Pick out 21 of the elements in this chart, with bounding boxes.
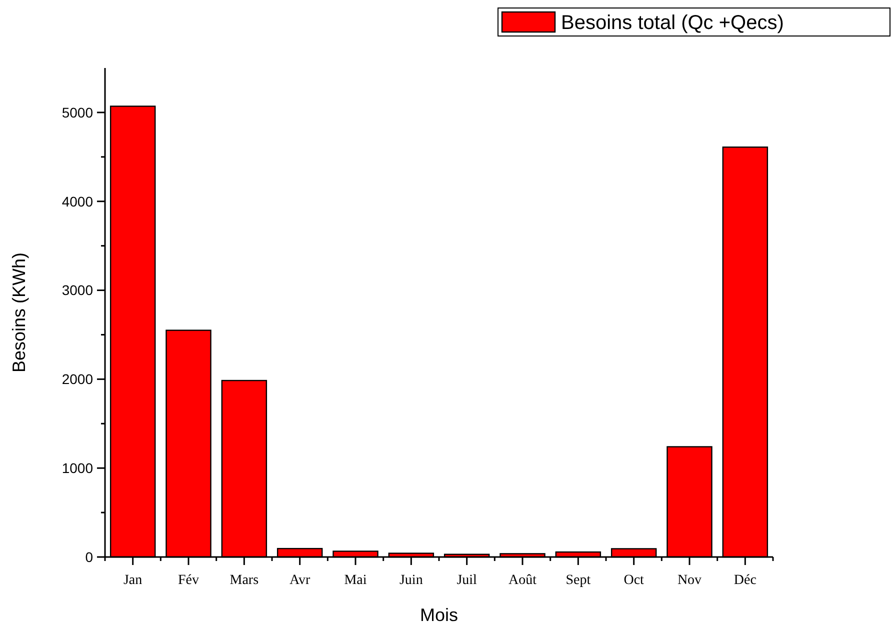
x-tick-label: Déc [734, 573, 756, 588]
x-tick-label: Juil [456, 573, 478, 588]
x-tick-label: Oct [624, 573, 644, 588]
y-tick-label: 5000 [62, 104, 94, 120]
x-tick-label: Août [508, 573, 537, 588]
x-tick-label: Mars [230, 573, 259, 588]
y-tick-label: 0 [85, 548, 94, 565]
y-axis-title: Besoins (KWh) [9, 252, 29, 373]
x-tick-label: Mai [344, 573, 367, 588]
legend-label: Besoins total (Qc +Qecs) [561, 12, 784, 34]
x-tick-label: Sept [566, 573, 591, 588]
x-tick-label: Jan [123, 573, 142, 588]
y-tick-label: 1000 [62, 460, 94, 476]
y-tick-label: 2000 [62, 371, 94, 388]
x-tick-label: Fév [178, 573, 199, 588]
x-axis-title: Mois [420, 605, 458, 625]
y-tick-label: 4000 [62, 193, 94, 210]
x-tick-label: Avr [289, 573, 311, 588]
x-tick-label: Nov [677, 573, 702, 588]
x-tick-label: Juin [399, 573, 423, 588]
y-tick-label: 3000 [62, 282, 94, 298]
